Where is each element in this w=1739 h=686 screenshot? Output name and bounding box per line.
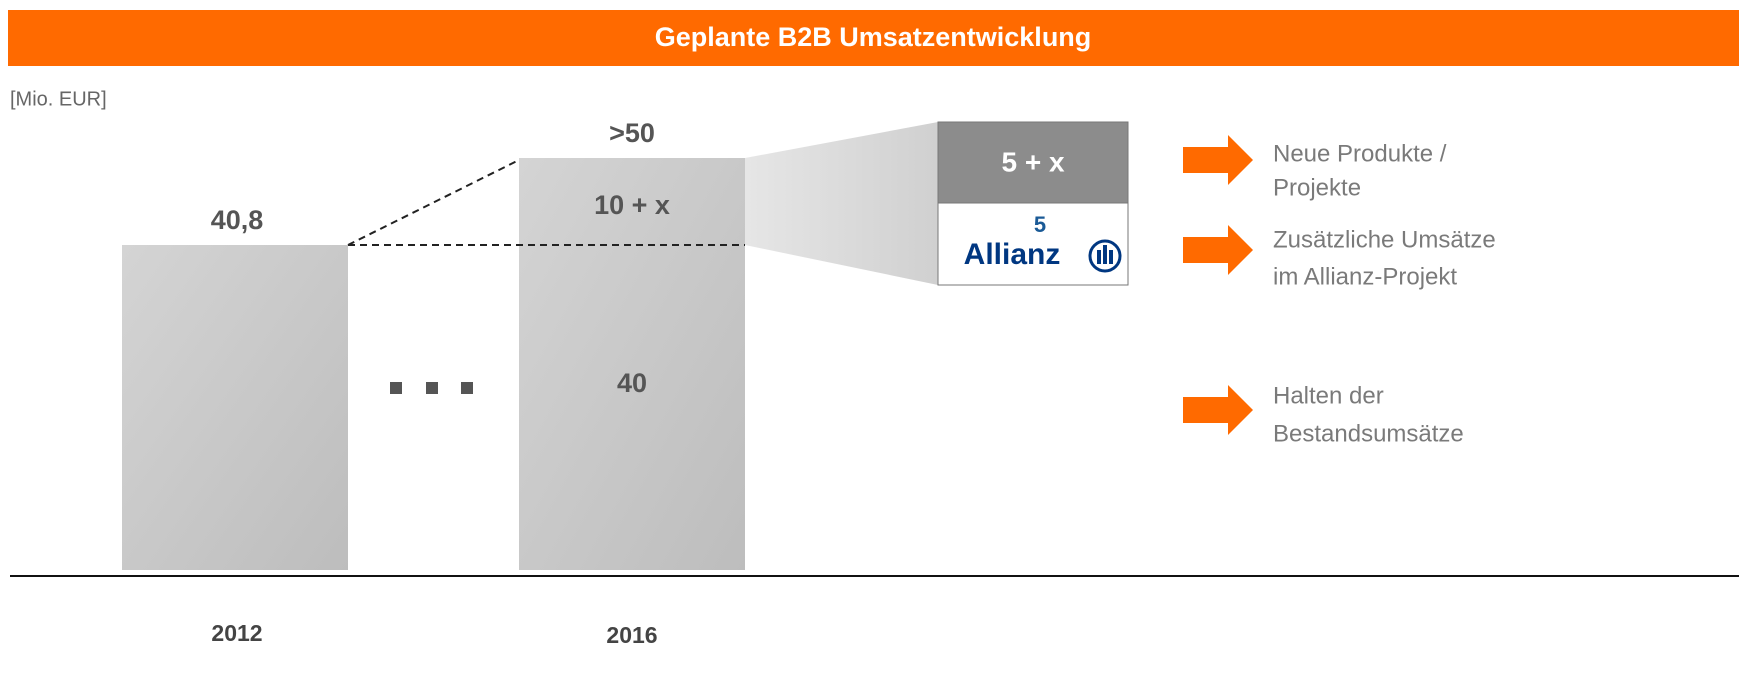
ellipsis — [390, 382, 473, 394]
logo-text: Allianz — [964, 238, 1061, 271]
unit-label: [Mio. EUR] — [10, 88, 107, 110]
breakdown-value: 5 — [1034, 212, 1046, 237]
header-title: Geplante B2B Umsatzentwicklung — [655, 22, 1092, 52]
note: Zusätzliche Umsätze — [1273, 226, 1496, 253]
fan — [745, 122, 938, 285]
note: im Allianz-Projekt — [1273, 263, 1457, 290]
breakdown-top-label: 5 + x — [1001, 146, 1064, 177]
year-label: 2012 — [211, 620, 262, 646]
bar — [122, 245, 348, 570]
bar-total: >50 — [609, 118, 655, 148]
breakdown-top — [937, 121, 1129, 204]
note: Projekte — [1273, 174, 1361, 201]
logo-icon — [1088, 239, 1122, 273]
note: Neue Produkte / — [1273, 140, 1447, 167]
year-label: 2016 — [606, 622, 657, 648]
arrow — [1183, 135, 1253, 185]
segment-label: 10 + x — [594, 190, 670, 220]
header-bar — [8, 10, 1739, 66]
segment-label: 40 — [617, 368, 647, 398]
arrow — [1183, 225, 1253, 275]
arrow — [1183, 385, 1253, 435]
note: Halten der — [1273, 382, 1384, 409]
dashed-line — [347, 159, 520, 246]
bar — [519, 158, 745, 570]
note: Bestandsumsätze — [1273, 420, 1464, 447]
bar-total: 40,8 — [211, 205, 264, 235]
